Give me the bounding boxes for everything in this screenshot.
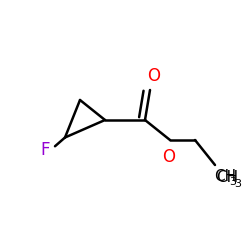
Text: F: F <box>40 141 50 159</box>
Text: 3: 3 <box>234 179 241 189</box>
Text: O: O <box>147 67 160 85</box>
Text: CH: CH <box>214 169 236 184</box>
Text: CH: CH <box>216 170 238 185</box>
Text: O: O <box>162 148 175 166</box>
Text: 3: 3 <box>229 177 236 187</box>
